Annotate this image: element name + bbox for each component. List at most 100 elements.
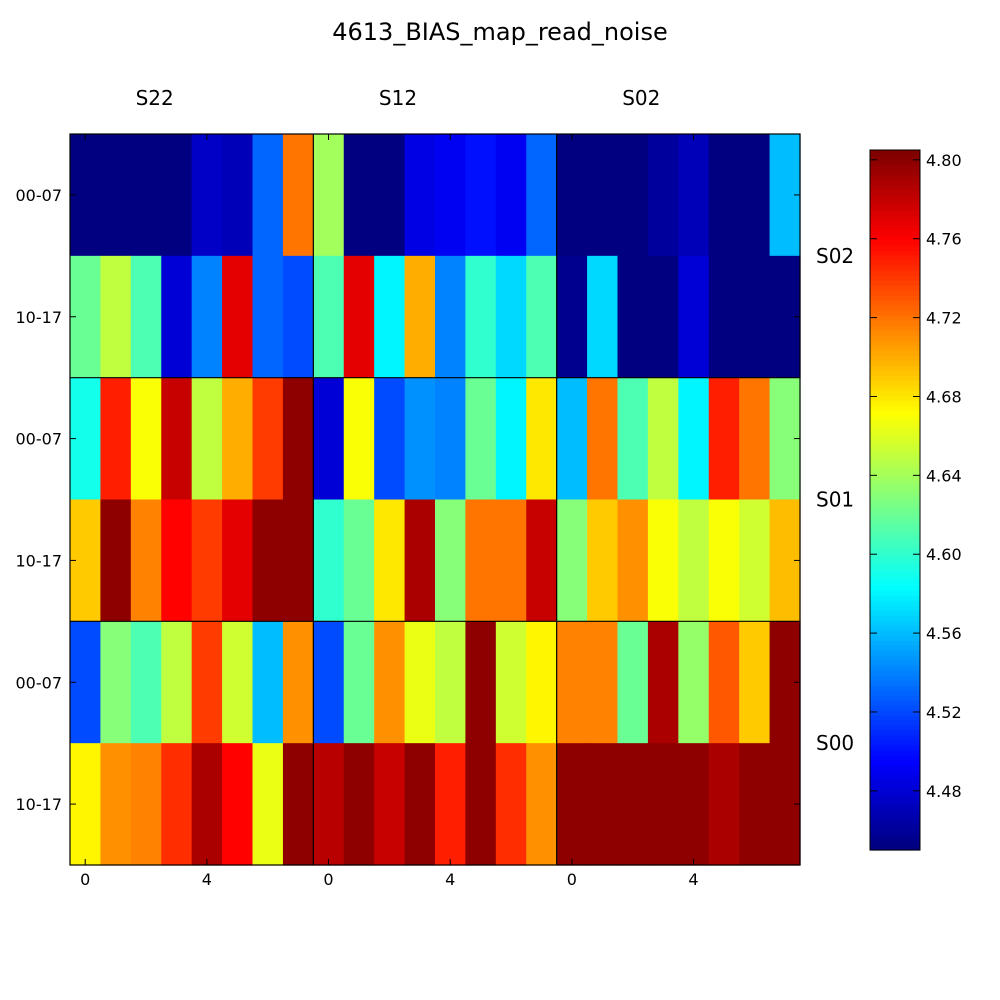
heatmap-cell [587,255,619,379]
heatmap-cell [556,499,588,622]
y-tick-label: 10-17 [16,308,63,327]
colorbar-segment [870,705,920,711]
colorbar-segment [870,345,920,351]
heatmap-cell [191,134,223,257]
colorbar-segment [870,635,920,641]
heatmap-cell [313,134,345,257]
colorbar-segment [870,835,920,841]
heatmap-cell [678,377,710,501]
colorbar-segment [870,500,920,506]
colorbar-segment [870,840,920,846]
colorbar-segment [870,700,920,706]
colorbar-segment [870,695,920,701]
colorbar-segment [870,750,920,756]
heatmap-cell [678,743,710,866]
heatmap-cell [191,377,223,501]
colorbar-segment [870,175,920,181]
colorbar-segment [870,605,920,611]
colorbar-segment [870,810,920,816]
colorbar-segment [870,570,920,576]
heatmap-cell [435,377,467,501]
heatmap-cell [191,743,223,866]
colorbar-segment [870,560,920,566]
colorbar-segment [870,180,920,186]
y-tick-label: 00-07 [16,673,63,692]
colorbar-segment [870,785,920,791]
heatmap-cell [587,499,619,622]
colorbar-segment [870,665,920,671]
colorbar-segment [870,460,920,466]
heatmap-cell [739,621,771,744]
heatmap-cell [708,134,740,257]
colorbar-segment [870,790,920,796]
heatmap-cell [343,621,375,744]
heatmap-cell [313,377,345,501]
heatmap-cell [282,255,314,379]
colorbar-segment [870,795,920,801]
heatmap-cell [130,134,162,257]
heatmap-cell [708,377,740,501]
heatmap-cell [222,499,254,622]
x-tick-label: 4 [445,870,455,889]
colorbar-segment [870,275,920,281]
column-sensor-labels: S22 S12 S02 [136,86,661,110]
colorbar-segment [870,830,920,836]
colorbar-segment [870,685,920,691]
heatmap-cell [465,743,497,866]
colorbar-tick-label: 4.56 [926,624,962,643]
heatmap-cell [617,621,649,744]
heatmap-cell [587,743,619,866]
heatmap-cell [495,499,527,622]
colorbar-segment [870,585,920,591]
column-sensor-label: S12 [379,86,417,110]
heatmap-cell [526,255,558,379]
colorbar-segment [870,185,920,191]
heatmap-cell [313,255,345,379]
colorbar-segment [870,245,920,251]
x-tick-label: 0 [323,870,333,889]
y-axis-ticks: 00-07 10-17 00-07 10-17 00-07 10-17 [16,186,800,814]
colorbar-segment [870,805,920,811]
x-axis-ticks: 0 4 0 4 0 4 [80,134,699,889]
heatmap-cell [191,255,223,379]
colorbar-segment [870,615,920,621]
heatmap-cell [617,255,649,379]
heatmap-cell [313,743,345,866]
colorbar-segment [870,845,920,851]
heatmap-cell [222,134,254,257]
colorbar-segment [870,365,920,371]
heatmap-cell [678,134,710,257]
colorbar-segment [870,555,920,561]
colorbar-segment [870,280,920,286]
heatmap-cell [100,255,132,379]
colorbar-segment [870,520,920,526]
column-sensor-label: S22 [136,86,174,110]
colorbar-segment [870,740,920,746]
colorbar-tick-label: 4.64 [926,466,962,485]
colorbar-segment [870,475,920,481]
heatmap-cell [222,255,254,379]
heatmap-cell [647,255,679,379]
heatmap-cell [678,255,710,379]
heatmap-cell [404,621,436,744]
heatmap-cell [617,743,649,866]
colorbar-segment [870,595,920,601]
heatmap-cell [708,255,740,379]
colorbar-segment [870,715,920,721]
colorbar-segment [870,550,920,556]
colorbar-segment [870,760,920,766]
x-tick-label: 0 [80,870,90,889]
colorbar-segment [870,155,920,161]
colorbar-segment [870,800,920,806]
heatmap-cell [495,134,527,257]
colorbar-segment [870,580,920,586]
heatmap-cell [282,499,314,622]
colorbar-segment [870,230,920,236]
heatmap-cell [161,621,193,744]
row-sensor-label: S00 [816,731,854,755]
heatmap-cell [343,499,375,622]
y-tick-label: 00-07 [16,186,63,205]
colorbar-segment [870,480,920,486]
heatmap-cell [404,377,436,501]
heatmap-cell [435,621,467,744]
